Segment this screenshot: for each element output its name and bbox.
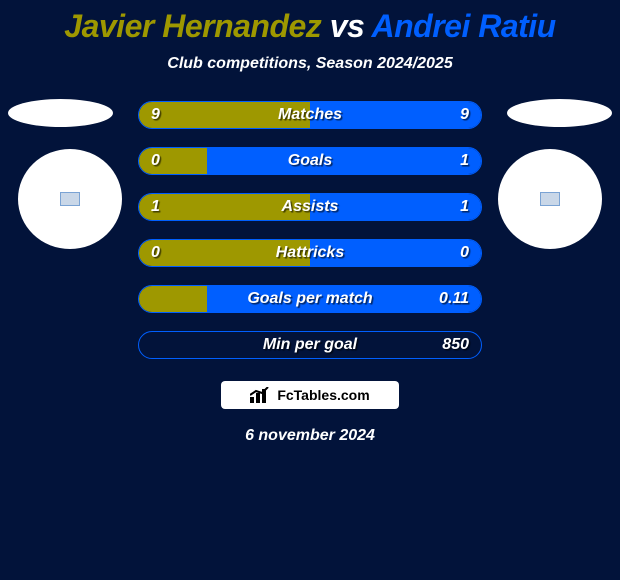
stat-row: 1Assists1: [138, 193, 482, 221]
stat-row: 0Hattricks0: [138, 239, 482, 267]
bar-value-right: 1: [460, 198, 469, 216]
player2-name: Andrei Ratiu: [371, 8, 555, 44]
team-shape-left: [8, 99, 113, 127]
vs-text: vs: [330, 8, 365, 44]
page-title: Javier Hernandez vs Andrei Ratiu: [0, 0, 620, 45]
bar-fill-left: [139, 240, 310, 266]
bar-fill-right: [207, 148, 481, 174]
bar-value-right: 0: [460, 244, 469, 262]
stat-row: 9Matches9: [138, 101, 482, 129]
bar-fill-left: [139, 148, 207, 174]
bar-value-left: 0: [151, 152, 160, 170]
bar-fill-right: [310, 194, 481, 220]
bar-value-right: 1: [460, 152, 469, 170]
content-area: 9Matches9 0Goals1 1Assists1 0Hattricks0 Goal…: [0, 101, 620, 445]
bar-value-left: 9: [151, 106, 160, 124]
bar-value-right: 9: [460, 106, 469, 124]
team-circle-left: [18, 149, 122, 249]
source-badge: FcTables.com: [221, 381, 399, 409]
stat-row: 0Goals1: [138, 147, 482, 175]
team-flag-left: [60, 192, 80, 206]
stat-bars: 9Matches9 0Goals1 1Assists1 0Hattricks0 Goal…: [138, 101, 482, 359]
subtitle: Club competitions, Season 2024/2025: [0, 55, 620, 73]
bar-fill-left: [139, 286, 207, 312]
bar-label: Min per goal: [139, 336, 481, 354]
team-flag-right: [540, 192, 560, 206]
bar-fill-right: [310, 102, 481, 128]
bar-value-right: 850: [442, 336, 469, 354]
bar-value-right: 0.11: [439, 290, 469, 308]
chart-icon: [250, 387, 272, 403]
stat-row: Min per goal850: [138, 331, 482, 359]
footer-date: 6 november 2024: [0, 427, 620, 445]
bar-value-left: 1: [151, 198, 160, 216]
player1-name: Javier Hernandez: [64, 8, 321, 44]
bar-fill-left: [139, 194, 310, 220]
source-text: FcTables.com: [277, 387, 369, 403]
team-shape-right: [507, 99, 612, 127]
comparison-infographic: Javier Hernandez vs Andrei Ratiu Club co…: [0, 0, 620, 580]
bar-fill-left: [139, 102, 310, 128]
bar-value-left: 0: [151, 244, 160, 262]
stat-row: Goals per match0.11: [138, 285, 482, 313]
bar-fill-right: [310, 240, 481, 266]
team-circle-right: [498, 149, 602, 249]
